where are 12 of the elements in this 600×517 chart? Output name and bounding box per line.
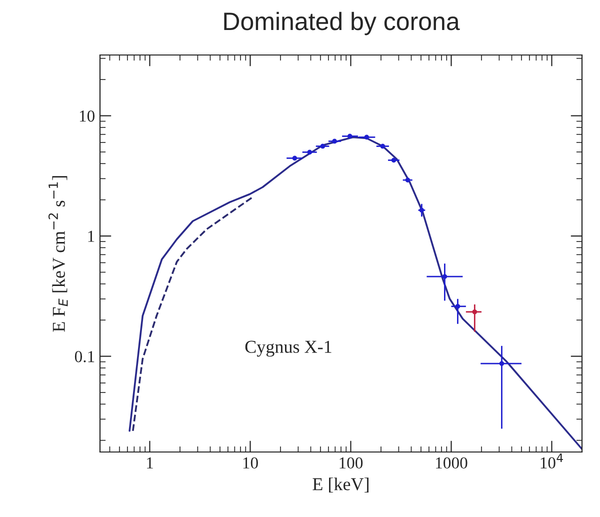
chart-title: Dominated by corona <box>224 12 460 36</box>
x-tick-label: 1000 <box>436 457 468 469</box>
x-tick-label: 1 <box>147 457 153 468</box>
annotation: Cygnus X-1 <box>245 340 332 357</box>
x-tick-label: 10$^{4}$ <box>540 453 563 469</box>
y-tick-label: 1 <box>88 230 94 242</box>
x-tick-label: 10 <box>243 457 258 469</box>
y-tick-label: 0.1 <box>74 350 94 362</box>
x-axis-title: E [keV] <box>312 478 368 493</box>
y-tick-label: 10 <box>80 110 95 122</box>
y-axis-title: E F$_{E}$ [keV cm$^{−2}$ s$^{−1}$] <box>48 176 68 332</box>
x-tick-label: 100 <box>340 457 363 469</box>
